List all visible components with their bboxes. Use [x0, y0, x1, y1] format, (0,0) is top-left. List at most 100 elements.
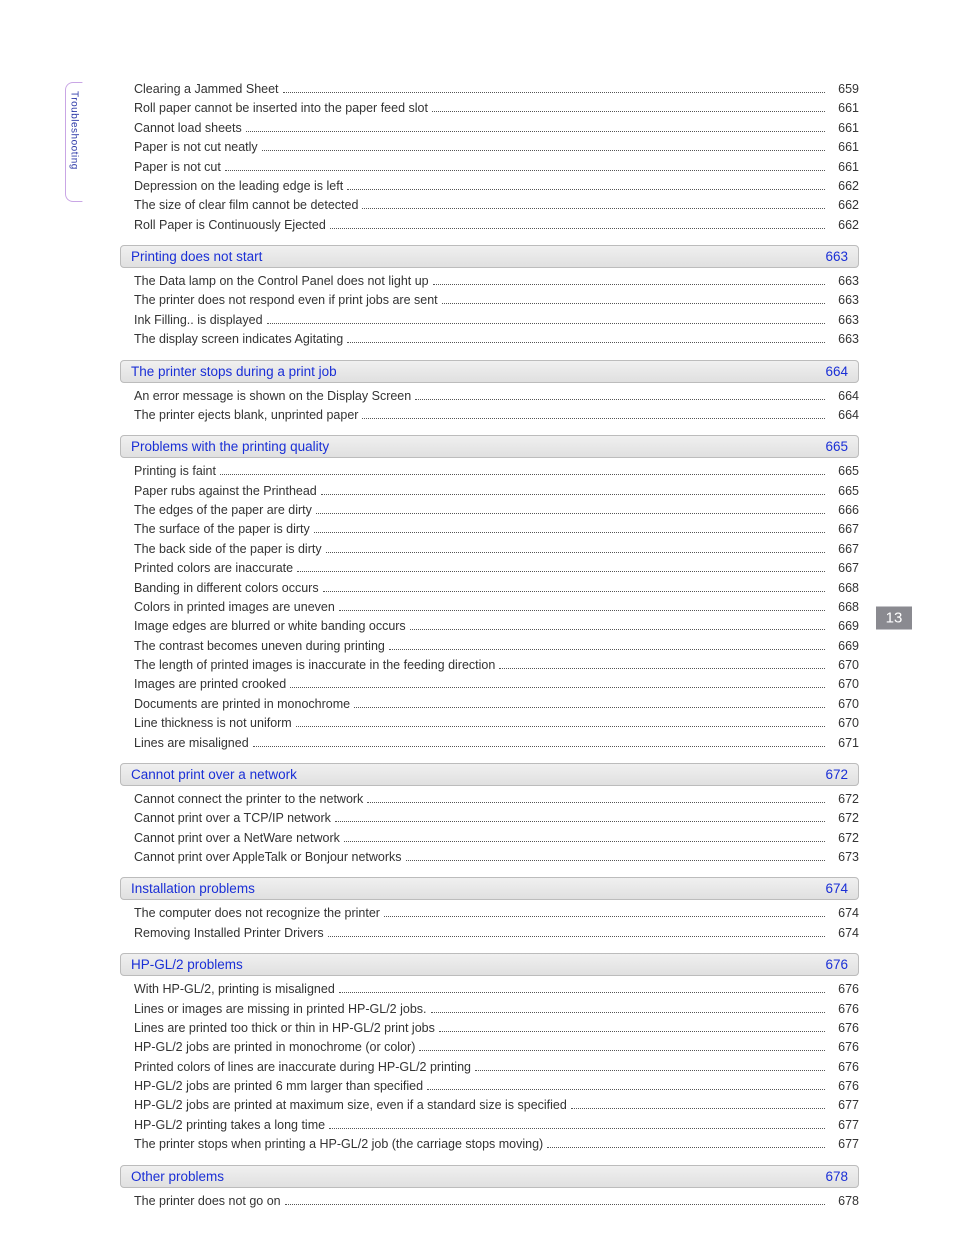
toc-entry[interactable]: Banding in different colors occurs668 [120, 579, 859, 598]
toc-entry[interactable]: The edges of the paper are dirty666 [120, 501, 859, 520]
toc-entry-label: HP-GL/2 printing takes a long time [134, 1116, 325, 1135]
toc-entry-page: 673 [829, 848, 859, 867]
toc-leader-dots [406, 860, 825, 861]
toc-entry-label: Clearing a Jammed Sheet [134, 80, 279, 99]
toc-entry-page: 661 [829, 138, 859, 157]
toc-entry[interactable]: The size of clear film cannot be detecte… [120, 196, 859, 215]
toc-entry-label: Lines are misaligned [134, 734, 249, 753]
toc-entry[interactable]: Lines or images are missing in printed H… [120, 1000, 859, 1019]
toc-entry-page: 678 [829, 1192, 859, 1211]
toc-entry-page: 664 [829, 387, 859, 406]
toc-entry[interactable]: The computer does not recognize the prin… [120, 904, 859, 923]
toc-entry[interactable]: The printer stops when printing a HP-GL/… [120, 1135, 859, 1154]
toc-entry-label: HP-GL/2 jobs are printed in monochrome (… [134, 1038, 415, 1057]
toc-entry[interactable]: Roll paper cannot be inserted into the p… [120, 99, 859, 118]
toc-entry-page: 661 [829, 99, 859, 118]
toc-leader-dots [339, 992, 825, 993]
toc-section-page: 674 [825, 881, 848, 896]
toc-entry[interactable]: Cannot print over a NetWare network672 [120, 829, 859, 848]
toc-entry-label: Cannot print over AppleTalk or Bonjour n… [134, 848, 402, 867]
toc-entry[interactable]: Lines are printed too thick or thin in H… [120, 1019, 859, 1038]
toc-leader-dots [431, 1012, 826, 1013]
toc-entry[interactable]: Printing is faint665 [120, 462, 859, 481]
toc-leader-dots [283, 92, 825, 93]
toc-leader-dots [220, 474, 825, 475]
toc-leader-dots [347, 189, 825, 190]
toc-entry-page: 659 [829, 80, 859, 99]
toc-entry-page: 674 [829, 904, 859, 923]
toc-section-page: 676 [825, 957, 848, 972]
toc-entry[interactable]: Depression on the leading edge is left66… [120, 177, 859, 196]
toc-section-header[interactable]: Problems with the printing quality665 [120, 435, 859, 458]
toc-entry-label: Paper is not cut neatly [134, 138, 258, 157]
toc-entry[interactable]: Paper is not cut neatly 661 [120, 138, 859, 157]
toc-entry[interactable]: Cannot connect the printer to the networ… [120, 790, 859, 809]
toc-section-header[interactable]: Installation problems 674 [120, 877, 859, 900]
toc-entry-page: 670 [829, 695, 859, 714]
toc-entry[interactable]: HP-GL/2 printing takes a long time 677 [120, 1116, 859, 1135]
toc-entry-label: The printer ejects blank, unprinted pape… [134, 406, 358, 425]
toc-section-title: Installation problems [131, 881, 255, 896]
toc-leader-dots [439, 1031, 825, 1032]
toc-entry-page: 663 [829, 291, 859, 310]
toc-entry[interactable]: Roll Paper is Continuously Ejected662 [120, 216, 859, 235]
toc-entry-page: 676 [829, 1077, 859, 1096]
toc-entry[interactable]: Image edges are blurred or white banding… [120, 617, 859, 636]
toc-entry[interactable]: Clearing a Jammed Sheet 659 [120, 80, 859, 99]
toc-entry[interactable]: The printer does not go on678 [120, 1192, 859, 1211]
toc-entry[interactable]: The display screen indicates Agitating66… [120, 330, 859, 349]
toc-entry[interactable]: Images are printed crooked670 [120, 675, 859, 694]
toc-entry-label: Printed colors of lines are inaccurate d… [134, 1058, 471, 1077]
toc-entry[interactable]: Cannot print over AppleTalk or Bonjour n… [120, 848, 859, 867]
toc-section-header[interactable]: Cannot print over a network672 [120, 763, 859, 786]
toc-entry[interactable]: With HP-GL/2, printing is misaligned676 [120, 980, 859, 999]
toc-entry-page: 668 [829, 579, 859, 598]
toc-entry[interactable]: The surface of the paper is dirty667 [120, 520, 859, 539]
toc-entry-label: Depression on the leading edge is left [134, 177, 343, 196]
toc-entry[interactable]: The back side of the paper is dirty667 [120, 540, 859, 559]
toc-entry[interactable]: Paper is not cut661 [120, 158, 859, 177]
toc-entry-label: The surface of the paper is dirty [134, 520, 310, 539]
toc-entry[interactable]: The length of printed images is inaccura… [120, 656, 859, 675]
toc-entry[interactable]: Documents are printed in monochrome670 [120, 695, 859, 714]
toc-entry-page: 676 [829, 1000, 859, 1019]
toc-entry[interactable]: Line thickness is not uniform670 [120, 714, 859, 733]
toc-section-page: 665 [825, 439, 848, 454]
toc-entry-page: 665 [829, 482, 859, 501]
toc-entry-page: 672 [829, 809, 859, 828]
toc-entry[interactable]: Lines are misaligned671 [120, 734, 859, 753]
toc-section-header[interactable]: Other problems678 [120, 1165, 859, 1188]
toc-entry[interactable]: An error message is shown on the Display… [120, 387, 859, 406]
toc-entry[interactable]: Ink Filling.. is displayed663 [120, 311, 859, 330]
toc-entry[interactable]: Cannot load sheets661 [120, 119, 859, 138]
toc-section-header[interactable]: HP-GL/2 problems676 [120, 953, 859, 976]
toc-entry[interactable]: Printed colors are inaccurate667 [120, 559, 859, 578]
toc-entry-label: With HP-GL/2, printing is misaligned [134, 980, 335, 999]
toc-section-header[interactable]: The printer stops during a print job664 [120, 360, 859, 383]
toc-entry[interactable]: Colors in printed images are uneven668 [120, 598, 859, 617]
toc-entry-label: Image edges are blurred or white banding… [134, 617, 406, 636]
toc-entry[interactable]: The printer ejects blank, unprinted pape… [120, 406, 859, 425]
toc-entry-label: Cannot print over a NetWare network [134, 829, 340, 848]
toc-entry[interactable]: HP-GL/2 jobs are printed at maximum size… [120, 1096, 859, 1115]
toc-leader-dots [328, 936, 825, 937]
toc-entry-page: 676 [829, 1038, 859, 1057]
toc-entry[interactable]: The contrast becomes uneven during print… [120, 637, 859, 656]
toc-entry-page: 669 [829, 637, 859, 656]
toc-section-header[interactable]: Printing does not start663 [120, 245, 859, 268]
toc-entry[interactable]: Removing Installed Printer Drivers674 [120, 924, 859, 943]
toc-entry[interactable]: Cannot print over a TCP/IP network672 [120, 809, 859, 828]
toc-entry[interactable]: Paper rubs against the Printhead665 [120, 482, 859, 501]
toc-entry[interactable]: The printer does not respond even if pri… [120, 291, 859, 310]
toc-entry-page: 663 [829, 272, 859, 291]
toc-entry-page: 677 [829, 1116, 859, 1135]
toc-entry[interactable]: HP-GL/2 jobs are printed in monochrome (… [120, 1038, 859, 1057]
toc-entry[interactable]: The Data lamp on the Control Panel does … [120, 272, 859, 291]
toc-entry[interactable]: Printed colors of lines are inaccurate d… [120, 1058, 859, 1077]
toc-entry[interactable]: HP-GL/2 jobs are printed 6 mm larger tha… [120, 1077, 859, 1096]
toc-entry-page: 667 [829, 559, 859, 578]
toc-leader-dots [314, 532, 825, 533]
toc-entry-label: HP-GL/2 jobs are printed at maximum size… [134, 1096, 567, 1115]
toc-leader-dots [344, 841, 825, 842]
toc-entry-label: An error message is shown on the Display… [134, 387, 411, 406]
